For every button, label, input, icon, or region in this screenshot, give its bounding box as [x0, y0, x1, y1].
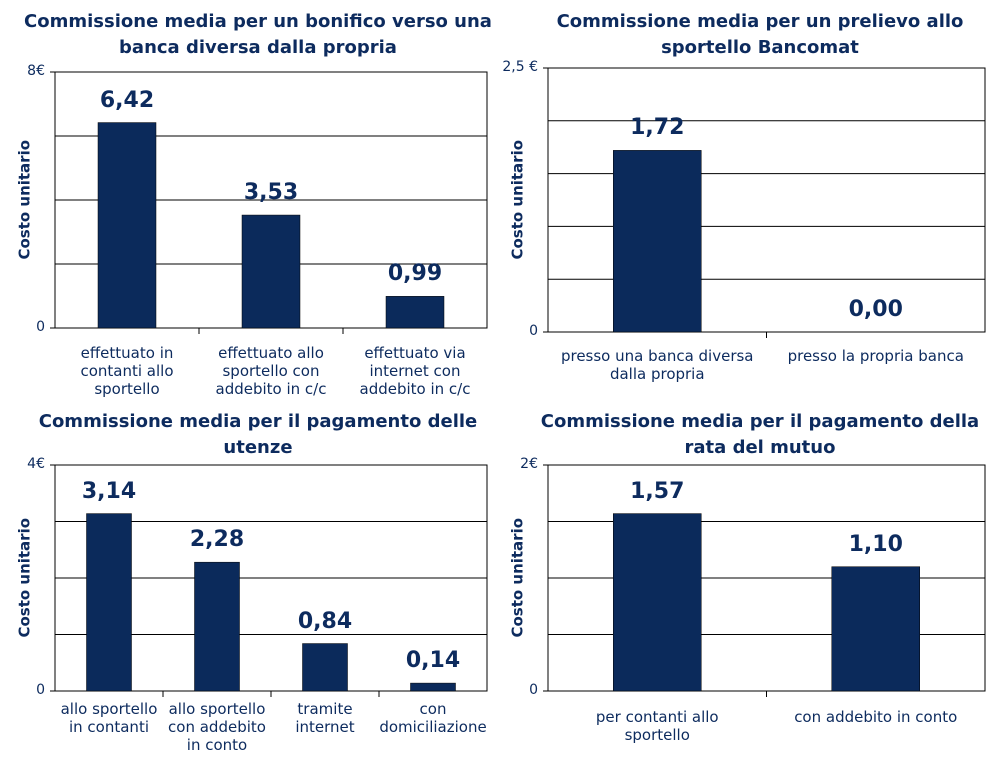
x-tick-label: presso una banca diversa dalla propria — [560, 347, 754, 383]
bar — [613, 513, 702, 692]
x-tick-label: effettuato via internet con addebito in … — [359, 344, 471, 398]
value-label: 3,14 — [81, 478, 137, 504]
bar — [831, 566, 920, 692]
x-tick-label: allo sportello con addebito in conto — [168, 700, 266, 754]
value-label: 3,53 — [243, 180, 299, 206]
x-tick-label: allo sportello in contanti — [60, 700, 158, 736]
value-label: 0,99 — [387, 261, 443, 287]
value-label: 1,10 — [848, 531, 903, 557]
x-tick-label: effettuato allo sportello con addebito i… — [215, 344, 327, 398]
bar — [410, 682, 456, 692]
bar — [194, 561, 240, 692]
chart-title: Commissione media per un prelievo allo s… — [556, 11, 964, 58]
chart-title: Commissione media per il pagamento delle… — [38, 411, 478, 458]
value-label: 0,14 — [405, 648, 461, 674]
value-label: 6,42 — [99, 87, 155, 113]
bar — [241, 214, 301, 329]
x-tick-label: con domiciliazione — [379, 700, 487, 736]
y-axis-label: Costo unitario — [508, 517, 527, 638]
y-tick-label: 2,5 € — [502, 59, 538, 75]
value-label: 0,00 — [848, 297, 903, 322]
value-label: 1,57 — [630, 478, 685, 504]
x-tick-label: per contanti allo sportello — [595, 708, 719, 744]
y-tick-label: 0 — [36, 682, 45, 698]
y-axis-label: Costo unitario — [508, 139, 527, 260]
chart-title: Commissione media per il pagamento della… — [540, 411, 980, 458]
x-tick-label: tramite internet — [295, 700, 355, 736]
bar — [86, 513, 132, 692]
y-tick-label: 0 — [36, 319, 45, 335]
y-tick-label: 0 — [529, 682, 538, 698]
y-axis-label: Costo unitario — [15, 139, 34, 260]
bar — [97, 122, 157, 329]
bar — [302, 643, 348, 692]
x-tick-label: presso la propria banca — [787, 347, 964, 365]
y-tick-label: 0 — [529, 323, 538, 339]
y-tick-label: 8€ — [27, 63, 45, 79]
y-axis-label: Costo unitario — [15, 517, 34, 638]
value-label: 0,84 — [297, 608, 353, 634]
bar — [613, 150, 702, 333]
bar — [385, 296, 445, 329]
value-label: 1,72 — [630, 115, 685, 141]
value-label: 2,28 — [189, 527, 245, 553]
y-tick-label: 2€ — [520, 456, 538, 472]
chart-title: Commissione media per un bonifico verso … — [24, 11, 492, 58]
x-tick-label: con addebito in conto — [794, 708, 958, 726]
x-tick-label: effettuato in contanti allo sportello — [80, 344, 174, 398]
y-tick-label: 4€ — [27, 456, 45, 472]
